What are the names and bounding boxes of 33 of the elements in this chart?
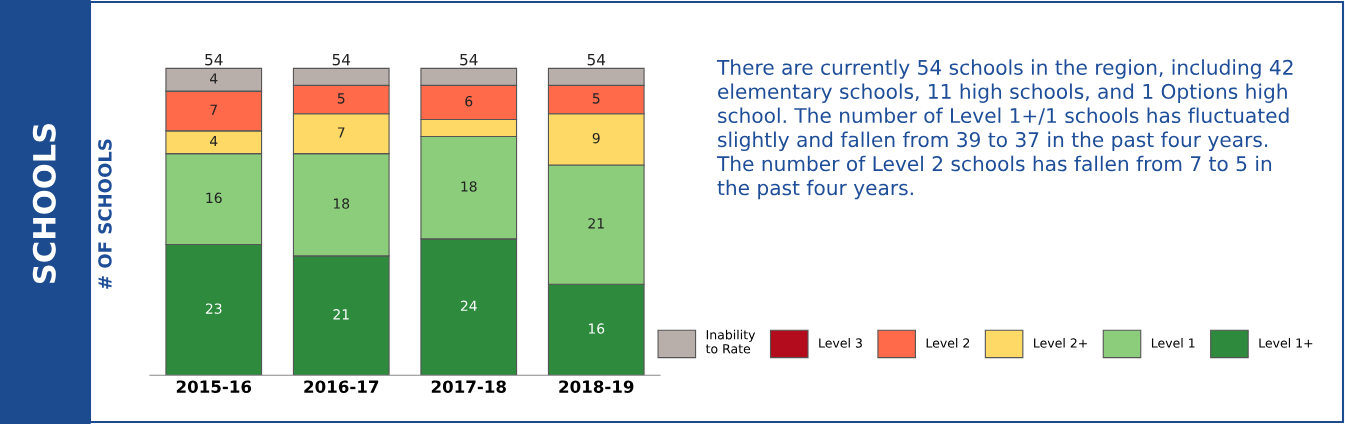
data-label: 6 [465, 95, 473, 107]
legend-label: Level 1 [1151, 338, 1195, 348]
legend-label: Level 3 [819, 338, 862, 348]
data-label: 4 [210, 135, 218, 147]
y-axis-title: # OF SCHOOLS [98, 139, 112, 289]
total-label: 54 [460, 54, 478, 66]
data-label: 18 [333, 198, 350, 209]
data-label: 16 [206, 192, 222, 204]
x-tick-label: 2018-19 [559, 380, 634, 393]
total-label: 54 [587, 54, 606, 66]
data-label: 9 [592, 132, 600, 144]
legend-label: Inability to Rate [705, 329, 756, 354]
x-tick-label: 2016-17 [304, 380, 379, 393]
data-label: 4 [210, 73, 218, 84]
x-tick-label: 2015-16 [176, 380, 252, 393]
text: SCHOOLS [32, 124, 56, 284]
data-label: 18 [461, 181, 477, 192]
legend-label: Level 1+ [1259, 338, 1313, 348]
data-label: 21 [588, 218, 604, 229]
total-label: 54 [205, 54, 223, 66]
data-label: 21 [333, 309, 349, 320]
data-label: 23 [205, 303, 222, 314]
legend-label: Level 2 [926, 338, 970, 348]
data-label: 7 [337, 127, 345, 138]
x-tick-label: 2017-18 [431, 380, 506, 393]
data-label: 7 [210, 104, 217, 115]
legend-label: Level 2+ [1034, 338, 1087, 348]
data-label: 24 [460, 300, 477, 311]
data-label: 5 [337, 93, 345, 104]
text: There are currently 54 schools in the region, including 42 elementary schools, 11 high schools, and 1 Options high school. The number of Level 1+/1 schools has fluctuated slightly and fallen from 39 to 37 in the past four years. The number of Level 2 schools has fallen from 7 to 5 in the past four years. [716, 59, 1293, 200]
data-label: 16 [588, 323, 605, 334]
data-label: 5 [592, 93, 600, 104]
total-label: 54 [332, 54, 351, 66]
